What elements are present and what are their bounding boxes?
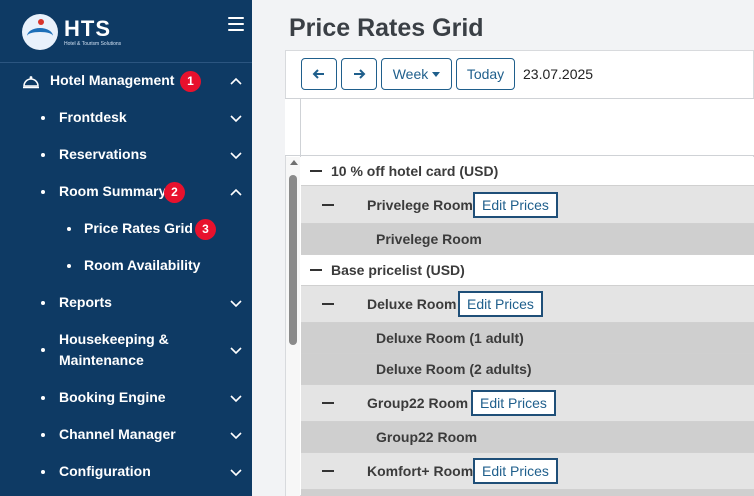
scroll-up-icon[interactable] [290, 160, 298, 165]
chevron-down-icon [229, 343, 243, 357]
notification-badge: 1 [180, 71, 201, 92]
sub-room-row: Deluxe Room (2 adults) [301, 354, 754, 385]
sub-room-row: Group22 Room [301, 422, 754, 453]
arrow-right-icon [354, 69, 366, 79]
bullet-icon [41, 190, 45, 194]
chevron-down-icon [229, 148, 243, 162]
logo-name: HTS [64, 15, 111, 41]
caret-down-icon [432, 71, 441, 77]
bullet-icon [41, 301, 45, 305]
chevron-down-icon [229, 111, 243, 125]
sidebar-item-label: Room Summary [59, 183, 167, 199]
bullet-icon [41, 470, 45, 474]
chevron-down-icon [229, 428, 243, 442]
sidebar-item-booking-engine[interactable]: Booking Engine [0, 385, 252, 411]
sidebar-item-price-rates-grid[interactable]: Price Rates Grid 3 [0, 216, 252, 242]
bullet-icon [41, 153, 45, 157]
room-label: Komfort+ Room [367, 463, 474, 479]
sidebar-item-label: Price Rates Grid [84, 220, 193, 236]
room-row[interactable]: Deluxe Room Edit Prices [301, 286, 754, 323]
room-row[interactable]: Group22 Room Edit Prices [301, 385, 754, 422]
bullet-icon [67, 227, 71, 231]
sub-room-label: Privelege Room [376, 231, 482, 247]
menu-toggle-icon[interactable] [228, 17, 244, 31]
sidebar-item-label: Reports [59, 294, 112, 310]
scrollbar-thumb[interactable] [289, 175, 297, 345]
bullet-icon [67, 264, 71, 268]
sidebar-item-configuration[interactable]: Configuration [0, 459, 252, 485]
sidebar-item-frontdesk[interactable]: Frontdesk [0, 105, 252, 131]
sidebar-divider [0, 62, 252, 63]
room-label: Deluxe Room [367, 296, 457, 312]
rate-group-row[interactable]: Base pricelist (USD) [301, 255, 754, 286]
sub-room-label: Deluxe Room (2 adults) [376, 361, 532, 377]
chevron-down-icon [229, 465, 243, 479]
sidebar-item-label: Frontdesk [59, 109, 127, 125]
room-row[interactable]: Privelege Room Edit Prices [301, 186, 754, 224]
bullet-icon [41, 116, 45, 120]
view-dropdown[interactable]: Week [381, 58, 452, 90]
sidebar-item-room-summary[interactable]: Room Summary 2 [0, 179, 252, 205]
edit-prices-button[interactable]: Edit Prices [473, 458, 558, 484]
current-date: 23.07.2025 [523, 66, 594, 82]
page-title: Price Rates Grid [289, 14, 484, 42]
logo[interactable]: HTS Hotel & Tourism Solutions [22, 14, 121, 50]
sub-room-row: Privelege Room [301, 224, 754, 255]
sidebar-item-reservations[interactable]: Reservations [0, 142, 252, 168]
rate-group-label: Base pricelist (USD) [331, 262, 465, 278]
notification-badge: 2 [164, 182, 185, 203]
room-row[interactable]: Komfort+ Room Edit Prices [301, 453, 754, 490]
arrow-left-icon [312, 69, 324, 79]
collapse-icon[interactable] [322, 303, 334, 305]
collapse-icon[interactable] [310, 170, 322, 172]
collapse-icon[interactable] [322, 204, 334, 206]
chevron-down-icon [229, 391, 243, 405]
sub-room-label: Group22 Room [376, 429, 478, 445]
sidebar-item-label-line1: Housekeeping & [59, 331, 169, 347]
next-button[interactable] [341, 58, 377, 90]
sidebar-item-room-availability[interactable]: Room Availability [0, 253, 252, 279]
sub-room-row [301, 490, 754, 496]
sidebar-item-label: Room Availability [84, 257, 201, 273]
sidebar-item-hotel-management[interactable]: Hotel Management 1 [0, 68, 252, 94]
sidebar-item-label: Reservations [59, 146, 147, 162]
logo-icon [22, 14, 58, 50]
sidebar-item-label: Hotel Management [50, 72, 175, 88]
today-button[interactable]: Today [456, 58, 515, 90]
rate-group-label: 10 % off hotel card (USD) [331, 163, 499, 179]
sidebar-item-housekeeping[interactable]: Housekeeping & Maintenance [0, 328, 252, 372]
rate-group-row[interactable]: 10 % off hotel card (USD) [301, 157, 754, 186]
room-label: Privelege Room [367, 197, 473, 213]
sidebar-item-label-line2: Maintenance [59, 352, 144, 368]
room-label: Group22 Room [367, 395, 469, 411]
view-dropdown-label: Week [392, 66, 429, 82]
prev-button[interactable] [301, 58, 337, 90]
sidebar: HTS Hotel & Tourism Solutions Hotel Mana… [0, 0, 252, 496]
sub-room-label: Deluxe Room (1 adult) [376, 330, 524, 346]
logo-subtitle: Hotel & Tourism Solutions [64, 40, 122, 47]
edit-prices-button[interactable]: Edit Prices [471, 390, 556, 416]
collapse-icon[interactable] [322, 470, 334, 472]
sub-room-row: Deluxe Room (1 adult) [301, 323, 754, 354]
bullet-icon [41, 433, 45, 437]
sidebar-item-channel-manager[interactable]: Channel Manager [0, 422, 252, 448]
sidebar-item-reports[interactable]: Reports [0, 290, 252, 316]
chevron-down-icon [229, 296, 243, 310]
edit-prices-button[interactable]: Edit Prices [473, 192, 558, 218]
grid-header [285, 98, 754, 157]
chevron-up-icon [229, 185, 243, 199]
sidebar-item-label: Configuration [59, 463, 151, 479]
notification-badge: 3 [195, 219, 216, 240]
collapse-icon[interactable] [310, 269, 322, 271]
sidebar-item-label: Channel Manager [59, 426, 176, 442]
bell-icon [23, 76, 39, 89]
collapse-icon[interactable] [322, 402, 334, 404]
chevron-up-icon [229, 74, 243, 88]
edit-prices-button[interactable]: Edit Prices [458, 291, 543, 317]
bullet-icon [41, 396, 45, 400]
bullet-icon [41, 348, 45, 352]
sidebar-item-label: Booking Engine [59, 389, 166, 405]
